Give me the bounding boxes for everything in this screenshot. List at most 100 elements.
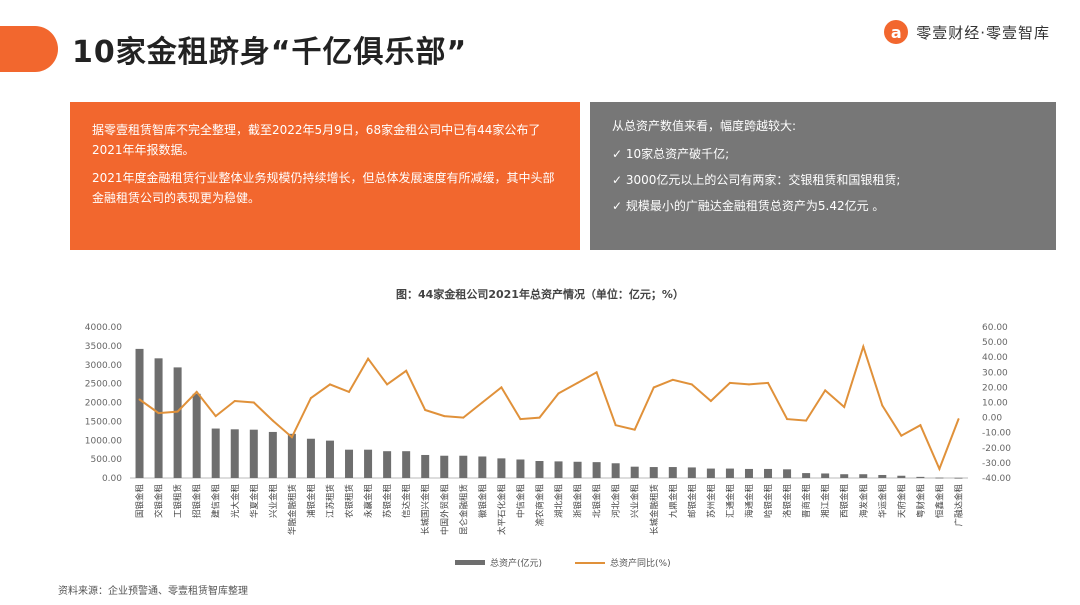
y-right-tick-label: 10.00 [982,399,1008,409]
bar-total-assets [287,433,296,478]
line-point-yoy [500,386,503,389]
bar-total-assets [306,438,315,478]
x-tick-label: 恒鑫金租 [934,484,945,519]
x-tick-label: 邮银金租 [687,484,698,519]
brand: a 零壹财经·零壹智库 [884,20,1050,44]
bar-total-assets [478,456,487,478]
x-tick-label: 光大金租 [230,484,241,519]
x-tick-label: 海通金租 [744,484,755,519]
x-tick-label: 海发金租 [858,484,869,519]
line-point-yoy [157,412,160,415]
bar-total-assets [459,455,468,478]
x-tick-label: 兴业金租 [268,484,279,519]
brand-name: 零壹财经·零壹智库 [916,23,1050,42]
x-tick-label: 广融达金租 [953,484,964,527]
bar-total-assets [821,473,830,478]
x-tick-label: 国银金租 [135,484,146,519]
line-point-yoy [519,418,522,421]
x-tick-label: 建信金租 [211,484,222,519]
summary-point-2: ✓ 3000亿元以上的公司有两家：交银租赁和国银租赁; [612,173,901,187]
line-point-yoy [271,419,274,422]
summary-box-grey: 从总资产数值来看，幅度跨越较大: ✓ 10家总资产破千亿; ✓ 3000亿元以上… [590,102,1056,250]
y-right-tick-label: -20.00 [982,444,1011,454]
legend-label-growth: 总资产同比(%) [610,557,671,569]
bar-total-assets [878,474,887,478]
line-point-yoy [538,416,541,419]
bar-total-assets [516,459,525,478]
y-left-tick-label: 4000.00 [85,323,122,333]
page-title: 10家金租跻身“千亿俱乐部” [72,35,468,70]
x-tick-label: 长城国兴金租 [420,484,431,536]
x-tick-label: 渝农商金租 [534,484,545,527]
asset-chart: 4000.00 3500.00 3000.00 2500.00 2000.00 1500.… [85,323,1012,569]
line-point-yoy [233,399,236,402]
bar-total-assets [535,461,544,478]
line-point-yoy [690,383,693,386]
line-point-yoy [843,406,846,409]
bar-total-assets [611,463,620,478]
bar-total-assets [345,449,354,478]
legend-swatch-bar [455,560,485,565]
bar-total-assets [497,458,506,478]
bar-total-assets [840,474,849,478]
bar-total-assets [364,449,373,478]
summary-paragraph-2: 2021年度金融租赁行业整体业务规模仍持续增长，但总体发展速度有所减缓，其中头部… [92,171,555,205]
x-tick-label: 北银金租 [592,484,603,519]
bar-total-assets [249,429,258,478]
bar-total-assets [764,468,773,478]
line-point-yoy [862,345,865,348]
y-right-tick-label: 0.00 [982,414,1002,424]
brand-logo-icon: a [884,20,909,44]
x-tick-label: 华运金租 [877,484,888,519]
line-yoy-growth [138,343,960,472]
line-point-yoy [462,416,465,419]
bar-total-assets [268,431,277,478]
x-tick-label: 湘江金租 [820,484,831,519]
x-tick-label: 兴业金租 [630,484,641,519]
x-tick-label: 洛银金租 [782,484,793,519]
bar-total-assets [230,429,239,478]
y-right-tick-label: -10.00 [982,429,1011,439]
line-point-yoy [747,383,750,386]
line-point-yoy [328,383,331,386]
summary-point-1: ✓ 10家总资产破千亿; [612,147,730,161]
bar-total-assets [725,468,734,478]
bar-total-assets [954,477,963,479]
y-left-tick-label: 0.00 [102,474,122,484]
line-point-yoy [195,390,198,393]
bar-total-assets [383,451,392,478]
bar-total-assets [211,428,220,478]
line-point-yoy [367,357,370,360]
x-tick-label: 华夏金租 [249,484,260,519]
summary-paragraph-1: 据零壹租赁智库不完全整理，截至2022年5月9日，68家金租公司中已有44家公布… [92,123,541,157]
x-tick-label: 太平石化金租 [496,484,507,536]
x-tick-label: 汇通金租 [725,484,736,519]
line-point-yoy [824,389,827,392]
line-point-yoy [881,404,884,407]
line-point-yoy [957,418,960,421]
line-point-yoy [386,383,389,386]
x-tick-label: 江苏租赁 [325,484,336,519]
line-point-yoy [252,401,255,404]
x-tick-label: 湖北金租 [554,484,565,519]
y-right-tick-label: 50.00 [982,338,1008,348]
y-right-tick-label: 30.00 [982,368,1008,378]
x-tick-label: 浦银金租 [306,484,317,519]
y-right-tick-label: -30.00 [982,459,1011,469]
line-point-yoy [576,381,579,384]
x-tick-label: 华融金融租赁 [287,484,298,536]
y-left-tick-label: 1000.00 [85,436,122,446]
x-tick-label: 中信金租 [515,484,526,519]
bar-total-assets [859,474,868,478]
line-point-yoy [938,467,941,470]
x-tick-label: 苏州金租 [706,484,717,519]
line-point-yoy [767,381,770,384]
bar-total-assets [744,468,753,478]
x-tick-label: 信达金租 [401,484,412,519]
bar-total-assets [421,454,430,478]
line-point-yoy [443,415,446,418]
bar-total-assets [802,473,811,478]
x-tick-label: 工银租赁 [173,484,184,519]
line-point-yoy [595,371,598,374]
summary-point-3: ✓ 规模最小的广融达金融租赁总资产为5.42亿元 。 [612,199,885,213]
